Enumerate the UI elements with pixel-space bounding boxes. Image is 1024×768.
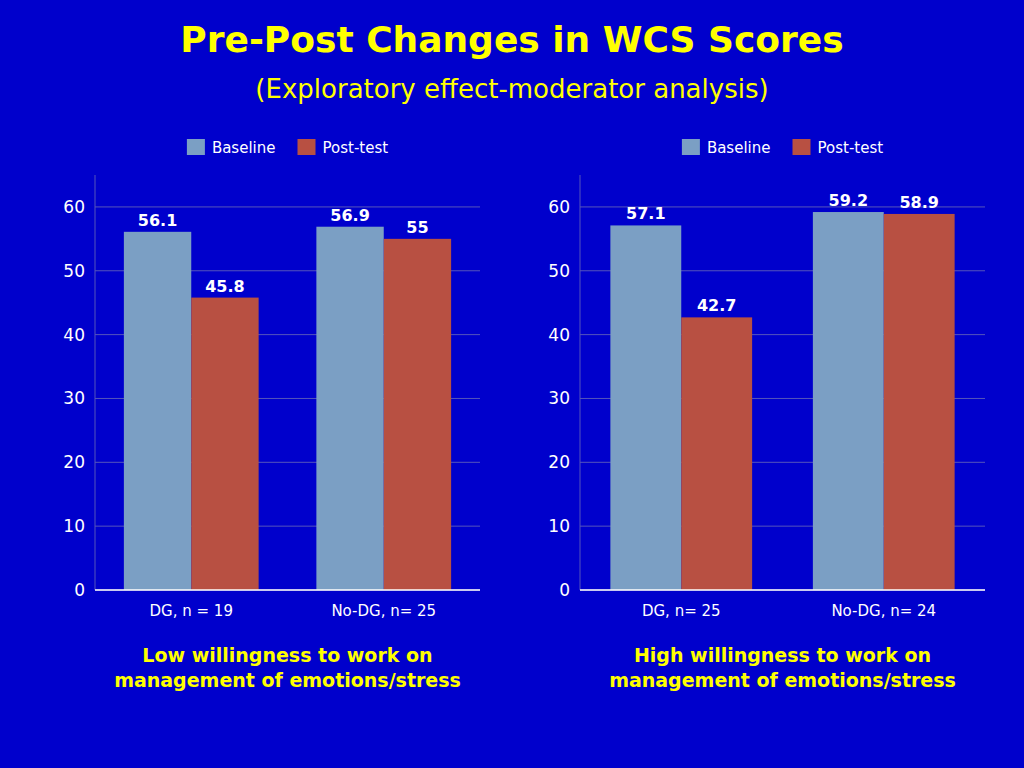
y-tick-label: 50: [63, 261, 85, 281]
bar: [124, 232, 191, 590]
bar: [610, 225, 681, 590]
caption-line: Low willingness to work on: [142, 644, 432, 666]
title: Pre-Post Changes in WCS Scores: [180, 19, 843, 60]
legend-label: Post-test: [818, 139, 884, 157]
x-tick-label: No-DG, n= 24: [831, 602, 936, 620]
data-label: 56.9: [330, 206, 369, 225]
y-tick-label: 20: [548, 452, 570, 472]
legend-swatch: [187, 139, 205, 155]
data-label: 57.1: [626, 204, 665, 223]
legend-item: Baseline: [187, 139, 276, 157]
y-tick-label: 40: [548, 325, 570, 345]
legend-label: Baseline: [707, 139, 771, 157]
data-label: 59.2: [829, 191, 868, 210]
y-tick-label: 30: [63, 388, 85, 408]
y-tick-label: 20: [63, 452, 85, 472]
bar: [884, 214, 955, 590]
data-label: 45.8: [205, 277, 244, 296]
y-axis-line: [580, 175, 581, 590]
bars: [124, 227, 451, 590]
x-axis-line: [580, 589, 985, 591]
data-label: 58.9: [899, 193, 938, 212]
y-tick-label: 40: [63, 325, 85, 345]
chart-caption: Low willingness to work on management of …: [114, 644, 461, 691]
data-labels: 56.1 45.8 56.9 55: [138, 206, 429, 296]
legend-label: Baseline: [212, 139, 276, 157]
x-tick-label: No-DG, n= 25: [331, 602, 436, 620]
y-tick-label: 60: [548, 197, 570, 217]
bars: [610, 212, 954, 590]
y-axis-line: [95, 175, 96, 590]
legend-swatch: [682, 139, 700, 155]
bar: [316, 227, 383, 590]
y-tick-label: 0: [74, 580, 85, 600]
bar: [384, 239, 451, 590]
caption-line: management of emotions/stress: [609, 669, 956, 691]
bar: [813, 212, 884, 590]
legend-swatch: [793, 139, 811, 155]
chart-canvas: Pre-Post Changes in WCS Scores (Explorato…: [0, 0, 1024, 768]
legend-item: Post-test: [298, 139, 389, 157]
x-axis-line: [95, 589, 480, 591]
x-tick-label: DG, n= 25: [642, 602, 721, 620]
data-label: 56.1: [138, 211, 177, 230]
data-label: 42.7: [697, 296, 736, 315]
chart: 0 10 20 30 40 50 60 56.1 45.8 56.9 55 DG, n = 19 No-…: [63, 139, 480, 691]
caption-line: High willingness to work on: [634, 644, 931, 666]
bar: [681, 317, 752, 590]
bar: [191, 298, 258, 590]
grid-line: [580, 590, 985, 591]
y-tick-label: 0: [559, 580, 570, 600]
background: [0, 0, 1024, 768]
legend: Baseline Post-test: [187, 139, 388, 157]
page: {"title": "Pre-Post Changes in WCS Score…: [0, 0, 1024, 768]
y-tick-label: 10: [548, 516, 570, 536]
y-tick-label: 50: [548, 261, 570, 281]
y-tick-label: 30: [548, 388, 570, 408]
y-tick-label: 10: [63, 516, 85, 536]
legend-label: Post-test: [323, 139, 389, 157]
chart-caption: High willingness to work on management of…: [609, 644, 956, 691]
data-labels: 57.1 42.7 59.2 58.9: [626, 191, 939, 315]
y-tick-label: 60: [63, 197, 85, 217]
legend-swatch: [298, 139, 316, 155]
legend: Baseline Post-test: [682, 139, 883, 157]
grid-line: [95, 590, 480, 591]
legend-item: Baseline: [682, 139, 771, 157]
grid-line: [95, 206, 480, 207]
subtitle: (Exploratory effect-moderator analysis): [255, 74, 768, 104]
caption-line: management of emotions/stress: [114, 669, 461, 691]
x-tick-label: DG, n = 19: [150, 602, 233, 620]
chart: 0 10 20 30 40 50 60 57.1 42.7 59.2 58.9 DG, n= 25 No…: [548, 139, 985, 691]
data-label: 55: [406, 218, 428, 237]
legend-item: Post-test: [793, 139, 884, 157]
